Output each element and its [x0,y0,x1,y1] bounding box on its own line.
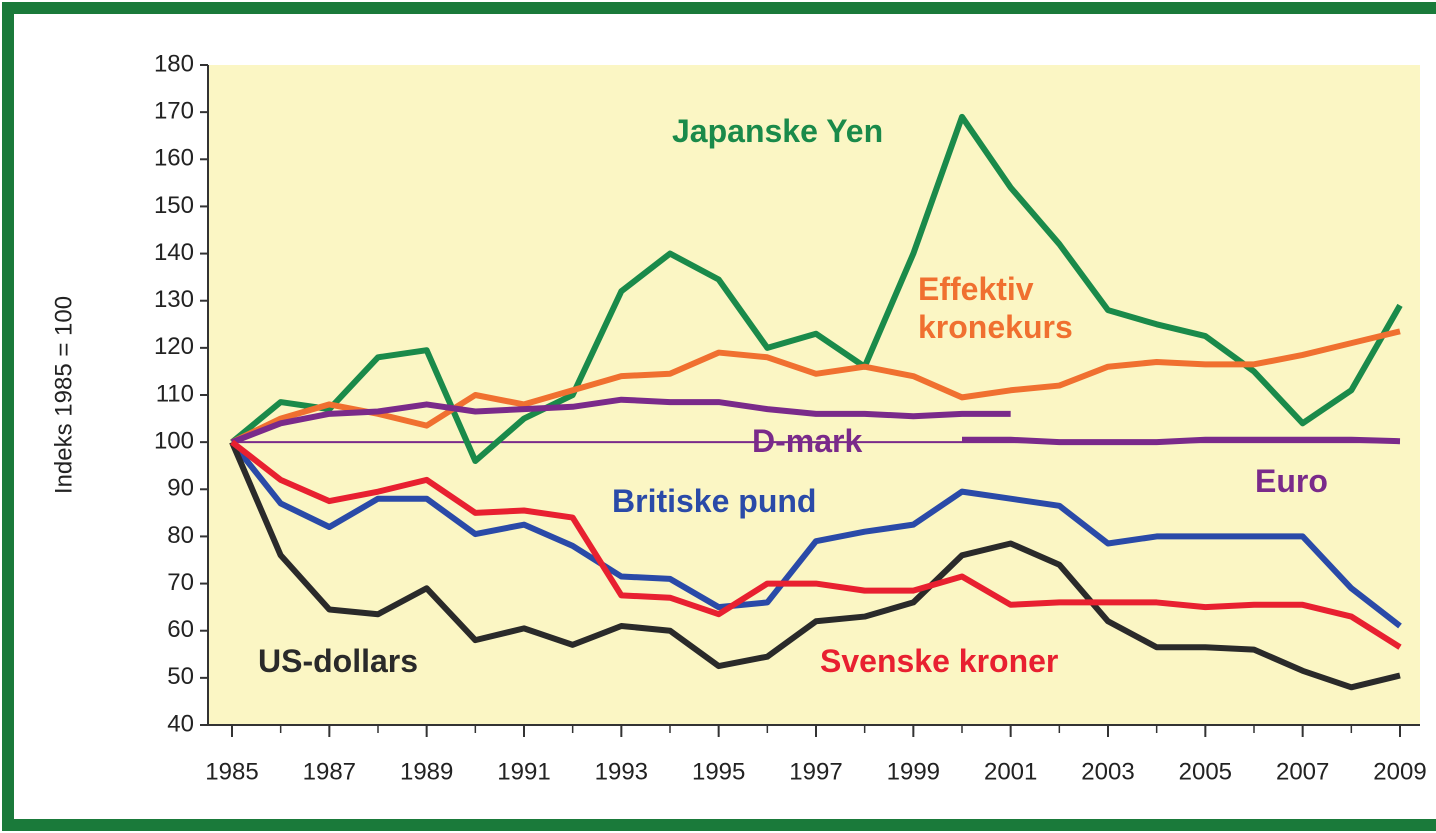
x-tick-label: 2009 [1373,758,1426,785]
series-line [229,440,1402,629]
x-tick-label: 1993 [595,758,648,785]
x-tick-label: 1995 [692,758,745,785]
series-line [230,439,1402,650]
y-tick-label: 150 [154,192,194,219]
x-tick-label: 2003 [1081,758,1134,785]
x-tick-label: 2007 [1276,758,1329,785]
series-line [230,328,1401,445]
y-tick-label: 170 [154,97,194,124]
y-tick-label: 130 [154,286,194,313]
y-tick-label: 120 [154,333,194,360]
y-tick-label: 110 [156,380,194,407]
x-tick-label: 1985 [205,758,258,785]
x-tick-label: 1991 [497,758,550,785]
series-line [229,440,1401,691]
series-label: D-mark [752,423,863,459]
y-tick-label: 70 [167,569,194,596]
series-label: Euro [1255,463,1328,499]
series-label: Japanske Yen [672,113,884,149]
y-tick-label: 140 [154,239,194,266]
y-tick-label: 100 [154,427,194,454]
series-label: Britiske pund [612,483,817,519]
y-axis-label: Indeks 1985 = 100 [50,296,77,494]
x-tick-label: 2001 [984,758,1037,785]
series-line [962,436,1401,446]
y-tick-label: 50 [167,663,194,690]
series-line [230,113,1403,464]
y-tick-label: 40 [167,710,194,737]
series-label: US-dollars [258,643,419,679]
y-tick-label: 180 [154,50,194,77]
x-tick-label: 1989 [400,758,453,785]
y-tick-label: 80 [167,522,194,549]
x-tick-label: 2005 [1179,758,1232,785]
x-tick-label: 1987 [303,758,356,785]
series-line [230,396,1011,445]
y-tick-label: 60 [167,616,194,643]
x-tick-label: 1997 [789,758,842,785]
y-tick-label: 160 [154,145,194,172]
x-tick-label: 1999 [887,758,940,785]
series-label: Effektiv kronekurs [918,271,1073,345]
plot-area [208,65,1420,725]
series-label: Svenske kroner [820,643,1059,679]
y-tick-label: 90 [167,475,194,502]
